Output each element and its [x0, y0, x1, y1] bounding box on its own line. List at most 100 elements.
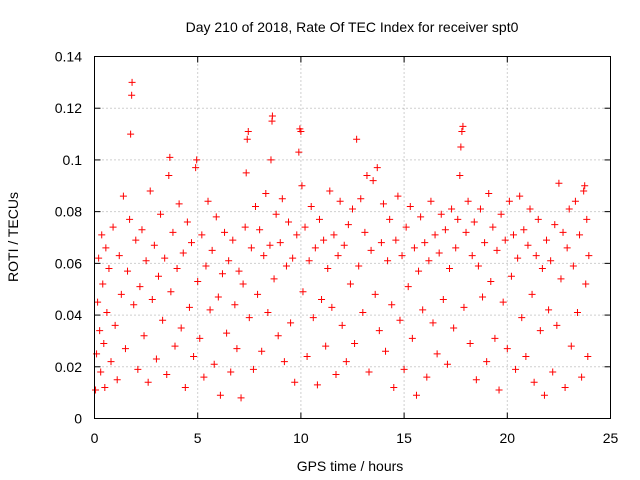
data-point	[206, 306, 214, 314]
data-point	[132, 236, 140, 244]
data-point	[559, 228, 567, 236]
data-point	[208, 246, 216, 254]
data-point	[367, 246, 375, 254]
data-point	[249, 365, 257, 373]
data-point	[351, 340, 359, 348]
y-tick-label: 0.02	[55, 359, 82, 375]
data-point	[102, 244, 110, 252]
data-point	[412, 391, 420, 399]
data-point	[472, 376, 480, 384]
data-point	[476, 205, 484, 213]
data-point	[571, 197, 579, 205]
data-point	[365, 368, 373, 376]
data-point	[289, 254, 297, 262]
data-point	[567, 342, 575, 350]
data-point	[121, 345, 129, 353]
data-point	[522, 352, 530, 360]
data-point	[247, 244, 255, 252]
data-point	[285, 218, 293, 226]
x-tick-label: 0	[91, 430, 99, 446]
data-point	[299, 288, 307, 296]
data-point	[326, 187, 334, 195]
data-point	[518, 314, 526, 322]
data-point	[157, 210, 165, 218]
data-point	[497, 210, 505, 218]
data-point	[274, 332, 282, 340]
data-point	[342, 358, 350, 366]
data-point	[415, 267, 423, 275]
data-point	[423, 373, 431, 381]
data-point	[495, 386, 503, 394]
data-point	[307, 202, 315, 210]
data-point	[565, 205, 573, 213]
y-tick-labels: 0 0.02 0.04 0.06 0.08 0.1 0.12 0.14	[55, 49, 82, 427]
data-point	[549, 368, 557, 376]
data-point	[505, 197, 513, 205]
data-point	[239, 280, 247, 288]
data-point	[298, 182, 306, 190]
data-point	[439, 296, 447, 304]
data-point	[202, 262, 210, 270]
plot-frame	[94, 56, 611, 419]
y-tick-label: 0	[74, 411, 82, 427]
data-point	[179, 249, 187, 257]
data-point	[177, 324, 185, 332]
x-tick-labels: 0 5 10 15 20 25	[91, 430, 619, 446]
data-point	[318, 296, 326, 304]
data-point	[357, 195, 365, 203]
data-point	[278, 195, 286, 203]
data-point	[462, 228, 470, 236]
x-tick-label: 15	[396, 430, 412, 446]
data-point	[551, 221, 559, 229]
data-point	[214, 293, 222, 301]
data-point	[392, 236, 400, 244]
data-point	[127, 130, 135, 138]
data-point	[410, 244, 418, 252]
data-point	[464, 197, 472, 205]
data-point	[433, 350, 441, 358]
y-tick-label: 0.08	[55, 204, 82, 220]
grid-lines	[94, 56, 611, 419]
data-point	[334, 252, 342, 260]
data-point	[254, 290, 262, 298]
data-point	[264, 308, 272, 316]
data-point	[538, 265, 546, 273]
data-points	[92, 78, 593, 402]
data-point	[173, 265, 181, 273]
data-point	[583, 215, 591, 223]
data-point	[336, 197, 344, 205]
data-point	[251, 202, 259, 210]
data-point	[584, 352, 592, 360]
x-tick-label: 10	[293, 430, 309, 446]
data-point	[487, 277, 495, 285]
data-point	[457, 143, 465, 151]
data-point	[427, 197, 435, 205]
data-point	[468, 252, 476, 260]
data-point	[524, 241, 532, 249]
data-point	[585, 252, 593, 260]
data-point	[138, 226, 146, 234]
data-point	[458, 127, 466, 135]
data-point	[204, 197, 212, 205]
data-point	[454, 215, 462, 223]
data-point	[344, 221, 352, 229]
data-point	[338, 321, 346, 329]
data-point	[309, 314, 317, 322]
data-point	[148, 296, 156, 304]
data-point	[161, 254, 169, 262]
data-point	[150, 241, 158, 249]
data-point	[355, 262, 363, 270]
data-point	[555, 179, 563, 187]
data-point	[400, 365, 408, 373]
data-point	[305, 257, 313, 265]
data-point	[115, 252, 123, 260]
data-point	[245, 314, 253, 322]
data-point	[152, 355, 160, 363]
data-point	[282, 262, 290, 270]
data-point	[96, 327, 104, 335]
data-point	[425, 257, 433, 265]
data-point	[293, 231, 301, 239]
data-point	[382, 347, 390, 355]
data-point	[119, 192, 127, 200]
